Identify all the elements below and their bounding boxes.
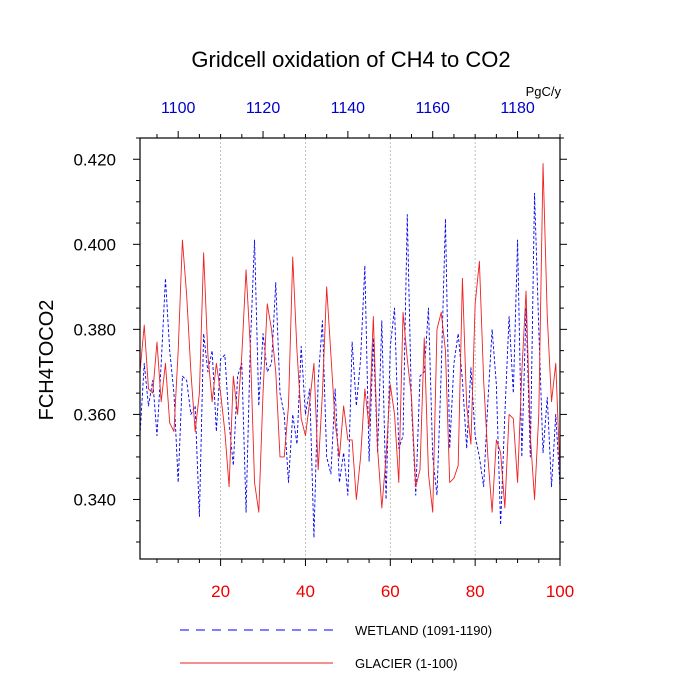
series-line-glacier: [139, 163, 561, 513]
y-tick-label: 0.380: [73, 320, 116, 339]
y-tick-label: 0.400: [73, 235, 116, 254]
x-tick-label-bottom: 60: [381, 582, 400, 601]
y-tick-label: 0.420: [73, 150, 116, 169]
x-tick-label-bottom: 20: [211, 582, 230, 601]
x-tick-label-top: 1160: [416, 100, 451, 117]
y-tick-label: 0.340: [73, 490, 116, 509]
x-tick-label-top: 1140: [331, 100, 366, 117]
x-tick-label-top: 1100: [161, 100, 196, 117]
legend-label-glacier: GLACIER (1-100): [355, 656, 458, 671]
units-label: PgC/y: [526, 84, 562, 99]
legend: WETLAND (1091-1190) GLACIER (1-100): [180, 623, 492, 671]
x-tick-label-top: 1180: [500, 100, 535, 117]
x-tick-label-bottom: 100: [546, 582, 574, 601]
plot-lines: [139, 163, 561, 539]
axis-ticks: [133, 131, 567, 566]
legend-label-wetland: WETLAND (1091-1190): [355, 623, 492, 638]
x-tick-label-bottom: 80: [466, 582, 485, 601]
x-tick-label-bottom: 40: [296, 582, 315, 601]
tick-labels: 0.340 0.360 0.380 0.400 0.420 20 40 60 80 100 1100…: [73, 100, 574, 601]
plot-frame: [139, 137, 561, 560]
y-axis-label: FCH4TOCO2: [36, 300, 58, 421]
y-tick-label: 0.360: [73, 405, 116, 424]
chart-title: Gridcell oxidation of CH4 to CO2: [191, 47, 510, 72]
series-line-wetland: [139, 192, 561, 539]
x-tick-label-top: 1120: [246, 100, 281, 117]
